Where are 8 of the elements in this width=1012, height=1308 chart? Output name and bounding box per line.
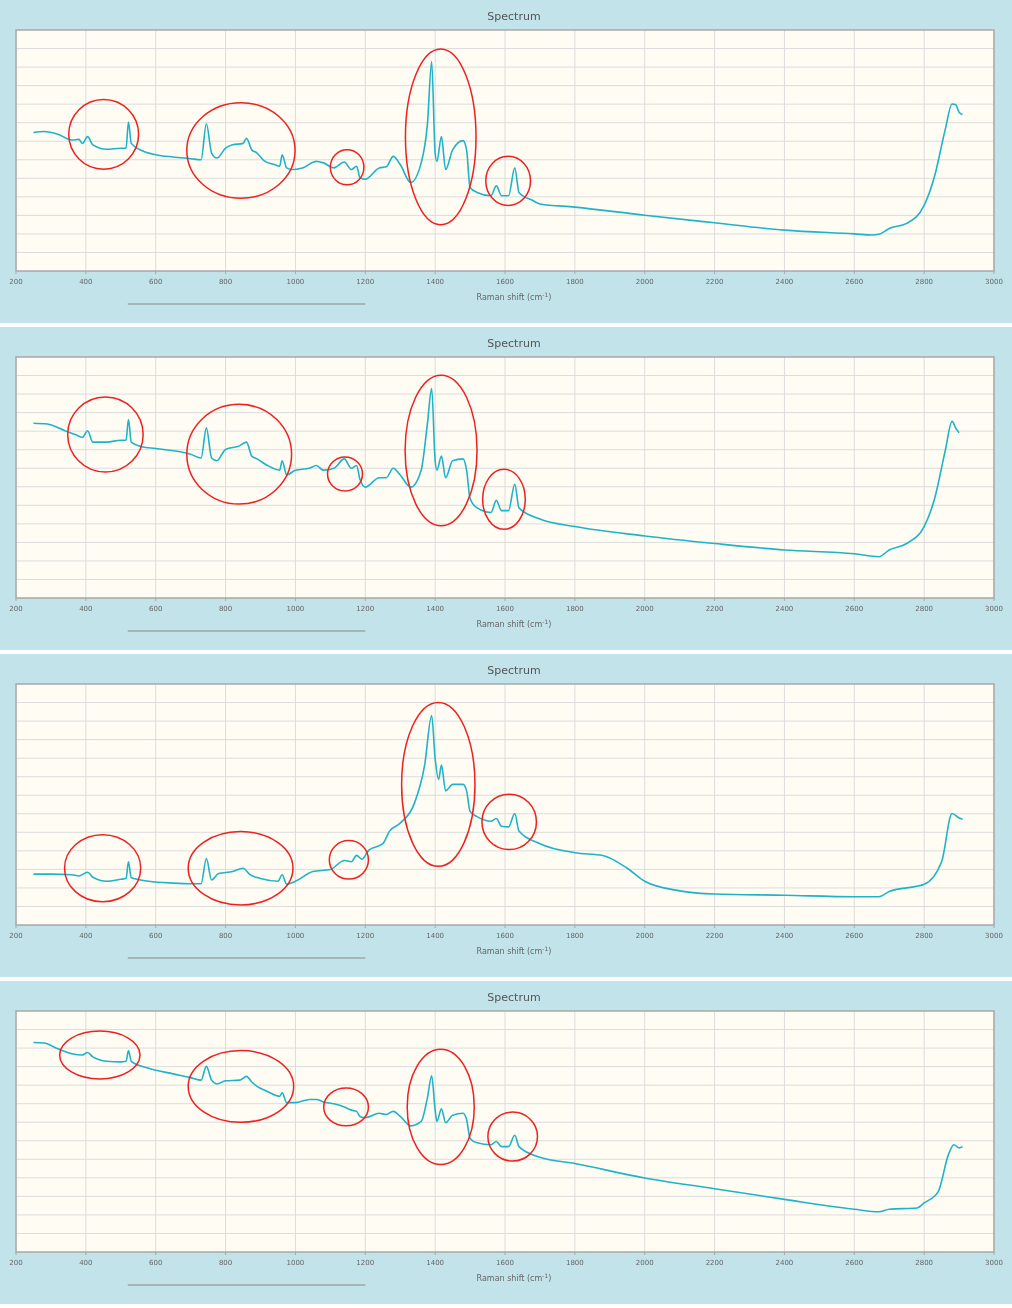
x-axis-title: Raman shift (cm$^{-1}$) (476, 1271, 552, 1283)
x-axis-title: Raman shift (cm$^{-1}$) (476, 617, 552, 629)
x-axis-title: Raman shift (cm$^{-1}$) (476, 944, 552, 956)
chart-title: Spectrum (487, 991, 541, 1004)
chart-title: Spectrum (487, 337, 541, 350)
chart-title: Spectrum (487, 10, 541, 23)
chart-title: Spectrum (487, 664, 541, 677)
x-axis-title: Raman shift (cm$^{-1}$) (476, 290, 552, 302)
